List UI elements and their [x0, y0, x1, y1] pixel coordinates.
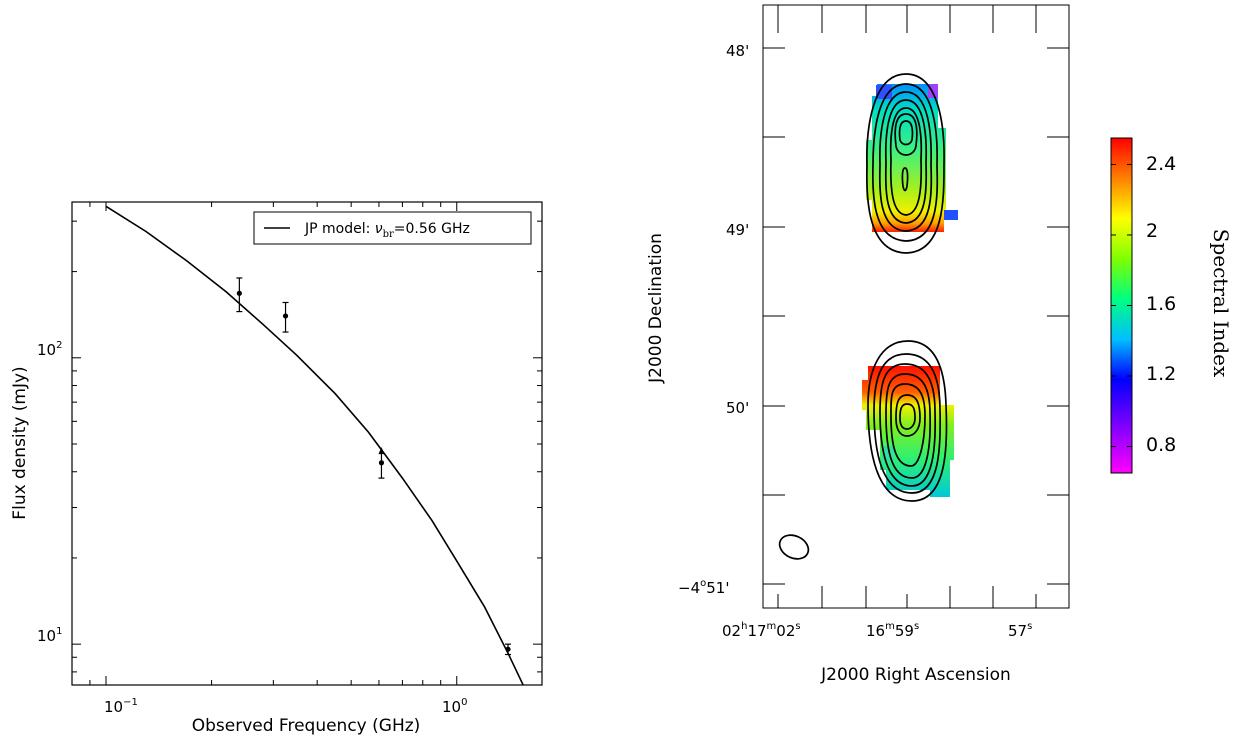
dec-tick-label-51: −4o51'	[678, 578, 729, 597]
colorbar-tick-2: 2	[1146, 220, 1158, 242]
legend-label: JP model: νbr=0.56 GHz	[304, 221, 470, 240]
colorbar-tick-2.4: 2.4	[1146, 153, 1176, 175]
colorbar: 2.4 2 1.6 1.2 0.8 Spectral Index	[1110, 137, 1233, 474]
y-tick-label-10: 101	[37, 626, 62, 645]
sed-points	[236, 277, 512, 656]
colorbar-tick-1.2: 1.2	[1146, 363, 1176, 385]
legend-box	[253, 211, 532, 245]
point-marker	[236, 290, 242, 296]
dec-tick-label-49: 49'	[726, 221, 749, 239]
jp-model-curve	[105, 205, 525, 685]
ra-tick-label-16m59s: 16m59s	[866, 621, 919, 640]
south-contours	[867, 340, 948, 502]
x-tick-label-0.1: 10−1	[104, 697, 138, 716]
colorbar-ticks	[1111, 163, 1132, 448]
dec-axis-title: J2000 Declination	[646, 233, 666, 384]
north-contours	[865, 73, 945, 254]
colorbar-tick-1.6: 1.6	[1146, 293, 1176, 315]
lower-limit-arrow	[378, 447, 385, 455]
y-tick-label-100: 102	[37, 340, 62, 359]
colorbar-tick-0.8: 0.8	[1146, 434, 1176, 456]
colorbar-title: Spectral Index	[1209, 229, 1233, 378]
dec-tick-label-48: 48'	[726, 42, 749, 60]
x-tick-label-1: 100	[442, 697, 467, 716]
point-marker	[378, 460, 385, 466]
sed-plot-frame	[71, 201, 543, 686]
map-ticks	[763, 5, 1069, 608]
data-point	[282, 301, 289, 333]
data-point	[505, 643, 512, 656]
ra-tick-label-02h17m02s: 02h17m02s	[722, 621, 801, 640]
ra-tick-label-57s: 57s	[1008, 621, 1032, 640]
sed-legend: JP model: νbr=0.56 GHz	[253, 211, 532, 245]
point-marker	[282, 313, 289, 319]
beam-ellipse	[778, 534, 810, 560]
data-point	[378, 447, 385, 479]
y-axis-title: Flux density (mJy)	[10, 366, 30, 519]
spectral-map-panel: 48' 49' 50' −4o51' 02h17m02s 16m59s 57s …	[646, 4, 1233, 685]
data-point	[236, 277, 243, 313]
x-axis-title: Observed Frequency (GHz)	[192, 716, 421, 736]
dec-tick-label-50: 50'	[726, 399, 749, 417]
sed-minor-ticks	[71, 202, 542, 685]
sed-panel: 10−1 100 102 101 Observed Frequency (GHz…	[10, 201, 543, 736]
ra-axis-title: J2000 Right Ascension	[820, 665, 1011, 685]
point-marker	[505, 646, 511, 652]
